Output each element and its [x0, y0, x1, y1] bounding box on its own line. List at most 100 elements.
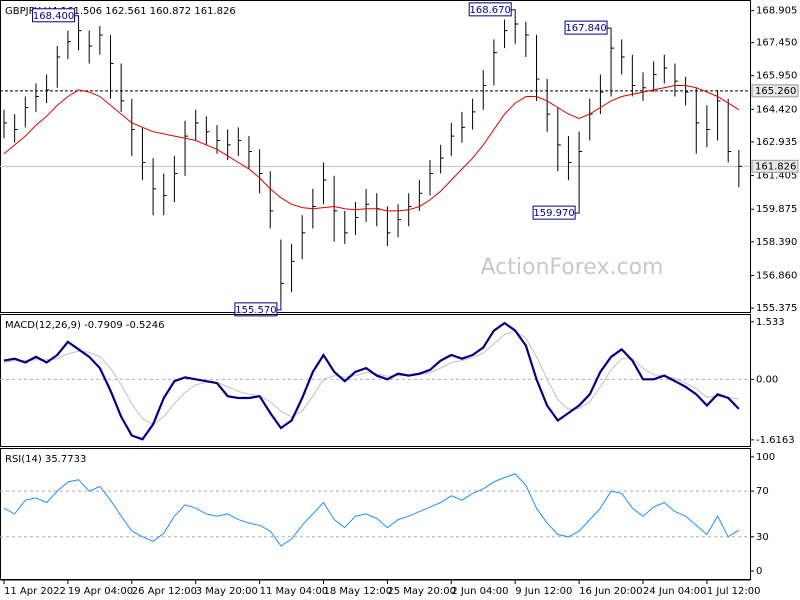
price-bar	[493, 39, 497, 86]
price-bar	[46, 74, 50, 104]
y-tick-label: 155.375	[756, 303, 797, 314]
x-tick-label: 26 Apr 12:00	[132, 586, 197, 597]
pane-title: MACD(12,26,9) -0.7909 -0.5246	[5, 320, 165, 331]
annotation-leader	[511, 9, 516, 16]
x-tick-label: 18 May 12:00	[324, 586, 393, 597]
price-bar	[525, 21, 529, 57]
price-bar	[195, 109, 199, 141]
price-bar	[120, 63, 125, 112]
moving-average	[3, 85, 740, 212]
y-tick-label: 167.450	[756, 38, 797, 49]
y-tick-label: -1.6163	[756, 435, 795, 446]
price-bar	[141, 127, 146, 181]
price-bar	[514, 15, 519, 44]
price-bar	[440, 144, 444, 174]
price-bar	[386, 206, 391, 247]
x-tick-label: 19 Apr 04:00	[68, 586, 133, 597]
price-bar	[248, 136, 252, 170]
y-tick-label: 162.935	[756, 137, 797, 148]
price-bar	[301, 215, 306, 260]
price-bar	[163, 173, 167, 216]
price-bar	[706, 105, 710, 148]
x-tick-label: 2 Jun 04:00	[451, 586, 508, 597]
x-tick-label: 11 Apr 2022	[4, 586, 66, 597]
annotation-label: 159.970	[533, 208, 574, 219]
annotation-leader	[575, 207, 580, 214]
price-bar	[184, 120, 189, 176]
price-bar	[727, 98, 732, 163]
price-bar	[237, 127, 242, 156]
price-bar	[365, 188, 370, 222]
y-tick-label: 161.405	[756, 171, 797, 182]
price-bar	[685, 76, 689, 106]
annotation-box	[532, 205, 576, 220]
y-tick-label: 158.390	[756, 237, 797, 248]
y-tick-label: 70	[756, 486, 769, 497]
price-bar	[131, 98, 135, 156]
price-bar	[717, 89, 721, 141]
price-bar	[269, 171, 274, 229]
annotation-label: 168.400	[33, 11, 74, 22]
price-bar	[450, 122, 455, 156]
price-bar	[546, 78, 551, 132]
price-bar	[504, 19, 508, 49]
x-tick-label: 11 May 04:00	[260, 586, 329, 597]
price-bar	[642, 72, 646, 101]
y-tick-label: 159.875	[756, 204, 797, 215]
price-bar	[152, 158, 157, 216]
price-tag-label: 165.260	[755, 86, 796, 97]
price-bar	[259, 149, 263, 194]
price-bar	[557, 107, 561, 172]
pane-title: GBPJPY,H4 161.506 162.561 160.872 161.82…	[5, 6, 236, 17]
y-tick-label: 0.00	[756, 374, 778, 385]
pane-frame	[0, 0, 751, 313]
price-bar	[205, 116, 210, 145]
price-bar	[56, 45, 61, 88]
price-bar	[280, 239, 284, 304]
y-tick-label: 164.420	[756, 104, 797, 115]
price-bar	[663, 54, 668, 84]
price-bar	[461, 111, 465, 143]
price-bar	[88, 30, 93, 64]
price-bar	[653, 61, 657, 93]
price-bar	[472, 98, 476, 130]
y-tick-label: 165.950	[756, 71, 797, 82]
annotation-label: 168.670	[470, 5, 511, 16]
price-bar	[674, 63, 678, 97]
price-bar	[397, 204, 402, 238]
x-tick-label: 25 May 20:00	[387, 586, 456, 597]
price-bar	[695, 87, 700, 154]
price-bar	[110, 34, 114, 99]
annotation-leader	[607, 27, 612, 35]
price-bar	[24, 96, 29, 128]
y-tick-label: 100	[756, 452, 775, 463]
price-tag-label: 161.826	[755, 161, 796, 172]
price-tag	[751, 84, 799, 98]
price-bar	[35, 83, 39, 112]
annotation-label: 155.570	[235, 305, 276, 316]
annotation-box	[564, 20, 608, 35]
annotation-box	[234, 302, 278, 317]
price-bar	[173, 155, 178, 203]
x-tick-label: 1 Jul 12:00	[707, 586, 761, 597]
price-bar	[323, 162, 327, 205]
price-bar	[738, 150, 742, 188]
price-bar	[344, 210, 348, 244]
price-bar	[3, 109, 7, 139]
annotation-box	[32, 8, 76, 23]
y-tick-label: 156.860	[756, 271, 797, 282]
watermark: ActionForex.com	[481, 255, 664, 280]
annotation-leader	[276, 303, 282, 311]
price-bar	[621, 39, 625, 75]
annotation-box	[468, 2, 512, 17]
price-bar	[482, 70, 487, 110]
price-bar	[418, 180, 423, 211]
price-bar	[567, 136, 572, 181]
x-tick-label: 24 Jun 04:00	[643, 586, 707, 597]
indicator-line	[3, 473, 740, 547]
y-tick-label: 0	[756, 566, 762, 577]
y-tick-label: 1.533	[756, 317, 785, 328]
indicator-line	[3, 321, 740, 441]
